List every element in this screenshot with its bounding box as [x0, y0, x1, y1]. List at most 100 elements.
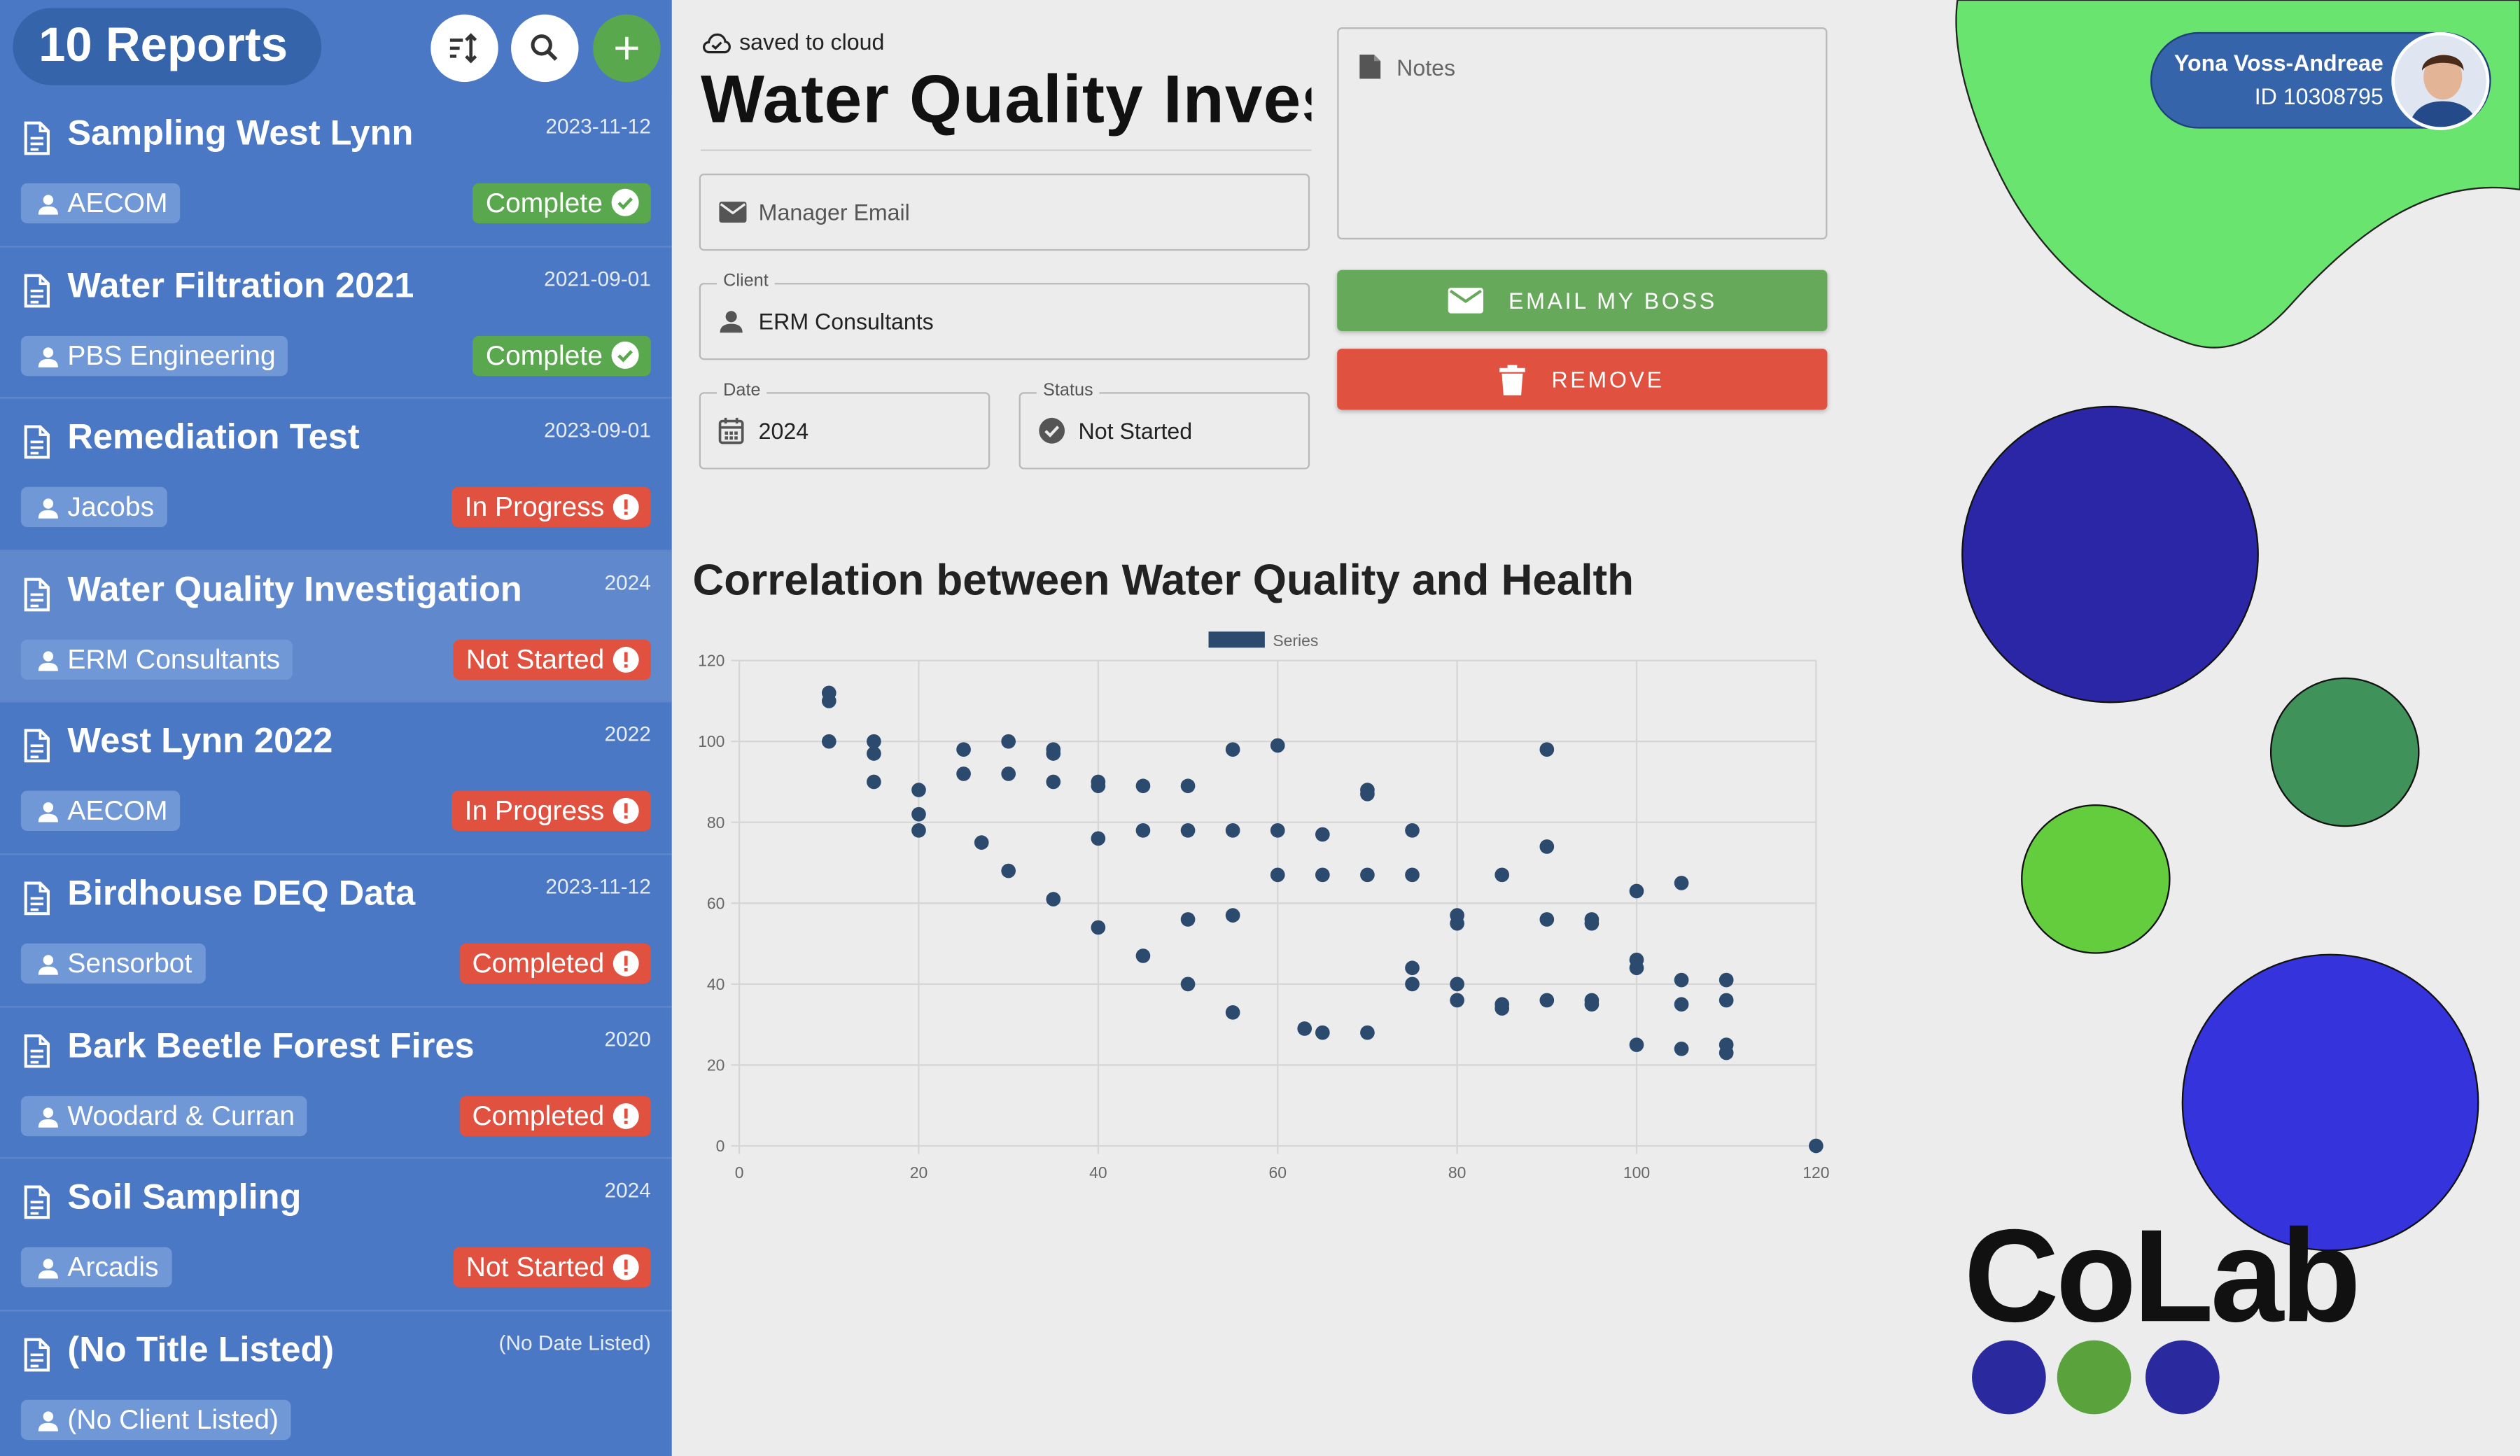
report-item-date: 2022 — [604, 722, 651, 747]
report-item-title: Water Filtration 2021 — [67, 264, 414, 305]
scatter-point — [1718, 972, 1734, 988]
scatter-point — [1297, 1021, 1312, 1036]
person-icon — [38, 803, 58, 823]
title-underline — [701, 149, 1312, 151]
remove-label: REMOVE — [1551, 366, 1665, 393]
legend-label: Series — [1273, 631, 1318, 650]
report-list-item[interactable]: (No Title Listed) (No Date Listed) (No Cli… — [0, 1311, 672, 1456]
client-chip: (No Client Listed) — [20, 1399, 292, 1440]
lime-circle — [2021, 804, 2171, 954]
document-icon — [24, 1337, 50, 1371]
date-field[interactable]: Date 2024 — [699, 381, 990, 470]
report-item-date: 2021-09-01 — [544, 266, 651, 290]
user-id: ID 10308795 — [2254, 83, 2384, 110]
brand-dot-1 — [1972, 1340, 2046, 1415]
scatter-point — [1046, 892, 1061, 906]
scatter-point — [1225, 822, 1240, 838]
report-list-item[interactable]: Birdhouse DEQ Data 2023-11-12 Sensorbot Com… — [0, 855, 672, 1007]
search-button[interactable] — [511, 14, 579, 83]
x-tick-label: 20 — [910, 1163, 928, 1182]
scatter-point — [1584, 997, 1600, 1012]
brand-logo: CoLab — [1963, 1203, 2361, 1350]
report-item-title: Sampling West Lynn — [67, 112, 414, 153]
report-list-item[interactable]: Water Quality Investigation 2024 ERM Consu… — [0, 550, 672, 704]
date-field-label: Date — [716, 381, 767, 400]
alert-icon — [612, 646, 639, 673]
document-icon-wrap — [22, 1032, 51, 1076]
search-icon — [531, 34, 558, 61]
manager-email-placeholder: Manager Email — [758, 199, 910, 225]
scatter-point — [911, 806, 926, 822]
scatter-point — [1270, 867, 1285, 883]
person-icon — [38, 346, 58, 367]
report-item-title: Remediation Test — [67, 416, 360, 457]
notes-field[interactable]: Notes — [1337, 27, 1828, 240]
scatter-point — [911, 822, 926, 838]
person-icon — [38, 650, 58, 671]
y-tick-label: 20 — [707, 1056, 725, 1074]
sort-button[interactable] — [430, 14, 498, 83]
report-list-item[interactable]: Bark Beetle Forest Fires 2020 Woodard & Cu… — [0, 1007, 672, 1159]
scatter-point — [867, 746, 881, 761]
alert-icon — [612, 950, 639, 976]
user-card[interactable]: Yona Voss-Andreae ID 10308795 — [2150, 31, 2491, 130]
scatter-point — [1091, 831, 1106, 846]
document-icon-wrap — [22, 577, 51, 620]
person-icon — [38, 1107, 58, 1127]
client-field-value: ERM Consultants — [758, 308, 934, 335]
client-chip: ERM Consultants — [20, 639, 293, 680]
report-list-item[interactable]: Remediation Test 2023-09-01 Jacobs In Progr… — [0, 399, 672, 551]
report-item-date: 2024 — [604, 570, 651, 594]
scatter-point — [1180, 976, 1196, 992]
scatter-point — [1674, 876, 1689, 890]
report-list-item[interactable]: Soil Sampling 2024 Arcadis Not Started — [0, 1159, 672, 1311]
sidebar-header: 10 Reports — [0, 0, 672, 97]
cloud-check-icon — [702, 33, 731, 54]
x-tick-label: 40 — [1089, 1163, 1107, 1182]
remove-button[interactable]: REMOVE — [1337, 349, 1828, 410]
status-badge-text: Complete — [485, 188, 603, 219]
report-item-title: (No Title Listed) — [67, 1329, 335, 1369]
scatter-point — [1450, 993, 1464, 1008]
status-field-label: Status — [1036, 381, 1100, 400]
email-boss-button[interactable]: EMAIL MY BOSS — [1337, 270, 1828, 331]
x-tick-label: 120 — [1802, 1163, 1829, 1182]
report-item-title: Birdhouse DEQ Data — [67, 872, 416, 913]
scatter-chart: 0 20 40 60 80 100 120 0 20 40 60 80 100 120 Series — [698, 631, 1829, 1182]
scatter-point — [1180, 778, 1196, 794]
scatter-point — [1718, 1045, 1734, 1060]
envelope-icon — [1447, 287, 1483, 314]
client-field[interactable]: Client ERM Consultants — [699, 272, 1310, 360]
status-badge: Not Started — [453, 639, 651, 680]
scatter-point — [956, 766, 971, 781]
report-list-item[interactable]: West Lynn 2022 2022 AECOM In Progress — [0, 703, 672, 855]
forest-circle — [2269, 677, 2420, 827]
person-icon — [38, 955, 58, 975]
status-badge: In Progress — [451, 487, 651, 528]
report-item-date: 2023-11-12 — [545, 114, 651, 139]
report-list-item[interactable]: Water Filtration 2021 2021-09-01 PBS Engin… — [0, 247, 672, 399]
status-field[interactable]: Status Not Started — [1018, 381, 1310, 470]
scatter-point — [1629, 883, 1644, 899]
report-item-date: 2020 — [604, 1026, 651, 1051]
scatter-point — [1584, 916, 1600, 931]
scatter-point — [1180, 822, 1196, 838]
scatter-point — [1315, 1025, 1330, 1040]
document-icon-wrap — [22, 272, 51, 316]
client-chip: Woodard & Curran — [20, 1095, 308, 1136]
report-title[interactable]: Water Quality Investigation — [701, 61, 1311, 137]
status-badge-text: In Progress — [464, 796, 605, 827]
status-field-value: Not Started — [1078, 417, 1193, 444]
report-list-item[interactable]: Sampling West Lynn 2023-11-12 AECOM Complet… — [0, 94, 672, 247]
manager-email-field[interactable]: Manager Email — [699, 173, 1310, 251]
scatter-point — [1674, 997, 1689, 1012]
add-report-button[interactable] — [593, 14, 661, 83]
avatar[interactable] — [2391, 31, 2490, 130]
scatter-point — [1629, 960, 1644, 976]
date-field-value: 2024 — [758, 417, 809, 444]
scatter-point — [1405, 976, 1420, 992]
document-icon — [24, 1033, 50, 1068]
client-chip: AECOM — [20, 183, 181, 224]
document-icon-wrap — [22, 729, 51, 772]
check-circle-icon — [611, 340, 639, 368]
